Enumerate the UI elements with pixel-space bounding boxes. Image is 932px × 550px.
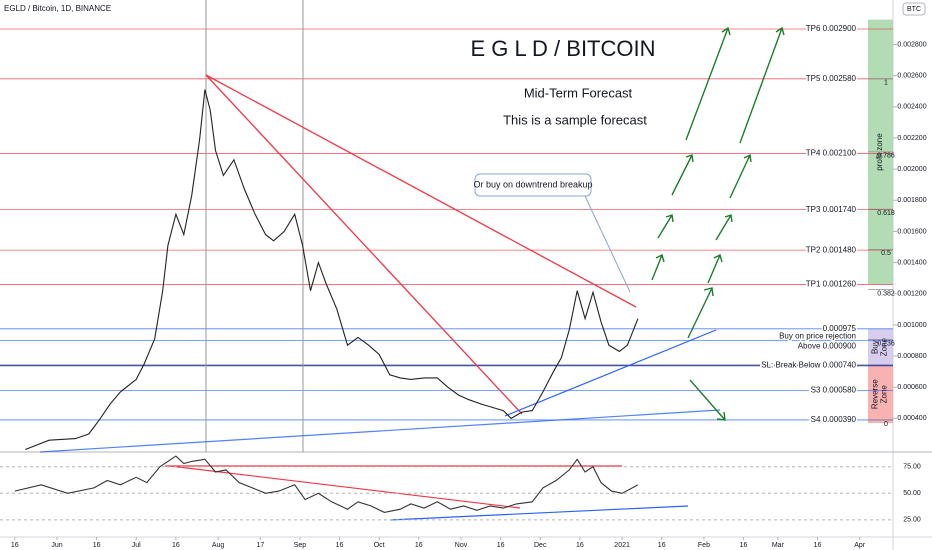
x-tick-label: 16 <box>415 542 423 549</box>
level-label: 0.000975 <box>823 324 857 333</box>
fib-label: 0.5 <box>881 250 891 257</box>
level-label: TP2 0.001480 <box>806 245 857 254</box>
x-tick-label: 16 <box>658 542 666 549</box>
x-tick-label: 17 <box>256 542 264 549</box>
x-tick-label: Aug <box>212 542 225 549</box>
level-label: S3 0.000580 <box>811 385 857 394</box>
y-tick-label: 0.000400 <box>897 415 926 422</box>
callout-box <box>474 173 592 197</box>
x-tick-label: Oct <box>374 542 385 549</box>
y-tick-label: 0.002400 <box>897 104 926 111</box>
x-tick-label: 16 <box>93 542 101 549</box>
y-tick-label: 0.000600 <box>897 384 926 391</box>
x-tick-label: Nov <box>455 542 468 549</box>
x-tick-label: 16 <box>172 542 180 549</box>
subtitle: This is a sample forecast <box>503 112 647 127</box>
currency: BTC <box>907 6 921 13</box>
callout-text: Or buy on downtrend breakup <box>473 179 592 189</box>
rsi-trend <box>169 465 521 509</box>
fib-label: 1 <box>884 80 888 87</box>
arrow <box>687 287 714 339</box>
x-tick-label: Mar <box>772 542 785 549</box>
chart-title: E G L D / BITCOIN <box>471 36 656 61</box>
y-tick-label: 0.002000 <box>897 166 926 173</box>
y-tick-label: 50.00 <box>903 490 921 497</box>
y-tick-label: 0.001800 <box>897 197 926 204</box>
arrow <box>657 214 674 239</box>
header: EGLD / Bitcoin, 1D, BINANCE <box>4 4 111 13</box>
callout-leader <box>584 195 631 293</box>
trend-line <box>39 409 721 453</box>
x-tick-label: 16 <box>740 542 748 549</box>
rsi-trend <box>389 505 689 521</box>
x-tick-label: 16 <box>497 542 505 549</box>
zone-label: Buy <box>871 340 880 354</box>
level-label: Buy on price rejection <box>779 332 856 341</box>
x-tick-label: 16 <box>11 542 19 549</box>
fib-label: 0.618 <box>877 210 895 217</box>
level-label: TP1 0.001260 <box>806 280 857 289</box>
x-tick-label: 2021 <box>614 542 630 549</box>
zone-label: Reverse <box>871 379 880 409</box>
arrow <box>685 26 731 141</box>
x-tick-label: Jun <box>51 542 62 549</box>
fib-label: 0.236 <box>877 340 895 347</box>
level-label: SL: Break Below 0.000740 <box>761 361 856 370</box>
price-line <box>14 455 639 513</box>
currency-badge <box>902 2 926 16</box>
trend-line <box>205 74 637 308</box>
arrow <box>707 253 723 284</box>
level-label: TP3 0.001740 <box>806 205 857 214</box>
trend-line <box>205 74 523 415</box>
arrow <box>671 154 694 196</box>
forecast-arrows <box>651 26 785 421</box>
y-tick-label: 0.001200 <box>897 291 926 298</box>
y-tick-label: 0.001000 <box>897 322 926 329</box>
arrow <box>739 26 785 144</box>
zone-label: Zone <box>880 385 889 404</box>
y-tick-label: 0.001400 <box>897 259 926 266</box>
zone <box>868 328 893 366</box>
arrow <box>651 253 665 281</box>
x-tick-label: Apr <box>854 542 866 549</box>
x-tick-label: 16 <box>814 542 822 549</box>
y-tick-label: 25.00 <box>903 517 921 524</box>
level-label: TP5 0.002580 <box>806 74 857 83</box>
y-tick-label: 0.001600 <box>897 228 926 235</box>
fib-label: 0 <box>884 421 888 428</box>
level-label: Above 0.000900 <box>798 342 857 351</box>
arrow <box>689 379 726 421</box>
x-tick-label: Dec <box>534 542 547 549</box>
zone <box>868 365 893 424</box>
x-tick-label: 16 <box>336 542 344 549</box>
subtitle: Mid-Term Forecast <box>524 85 633 100</box>
x-tick-label: Jul <box>132 542 141 549</box>
x-tick-label: Feb <box>698 542 710 549</box>
y-tick-label: 75.00 <box>903 464 921 471</box>
y-tick-label: 0.002200 <box>897 135 926 142</box>
level-label: TP4 0.002100 <box>806 149 857 158</box>
level-label: S4 0.000390 <box>811 415 857 424</box>
y-tick-label: 0.002600 <box>897 73 926 80</box>
fib-label: 0.786 <box>877 153 895 160</box>
y-tick-label: 0.002800 <box>897 41 926 48</box>
arrow <box>715 214 733 241</box>
fib-label: 0.382 <box>877 290 895 297</box>
price-line <box>25 89 639 451</box>
trend-line <box>504 329 717 417</box>
y-tick-label: 0.000800 <box>897 353 926 360</box>
zone-label: Zone <box>880 337 889 356</box>
x-tick-label: 16 <box>576 542 584 549</box>
x-tick-label: Sep <box>294 542 307 549</box>
arrow <box>729 153 752 199</box>
level-label: TP6 0.002900 <box>806 24 857 33</box>
